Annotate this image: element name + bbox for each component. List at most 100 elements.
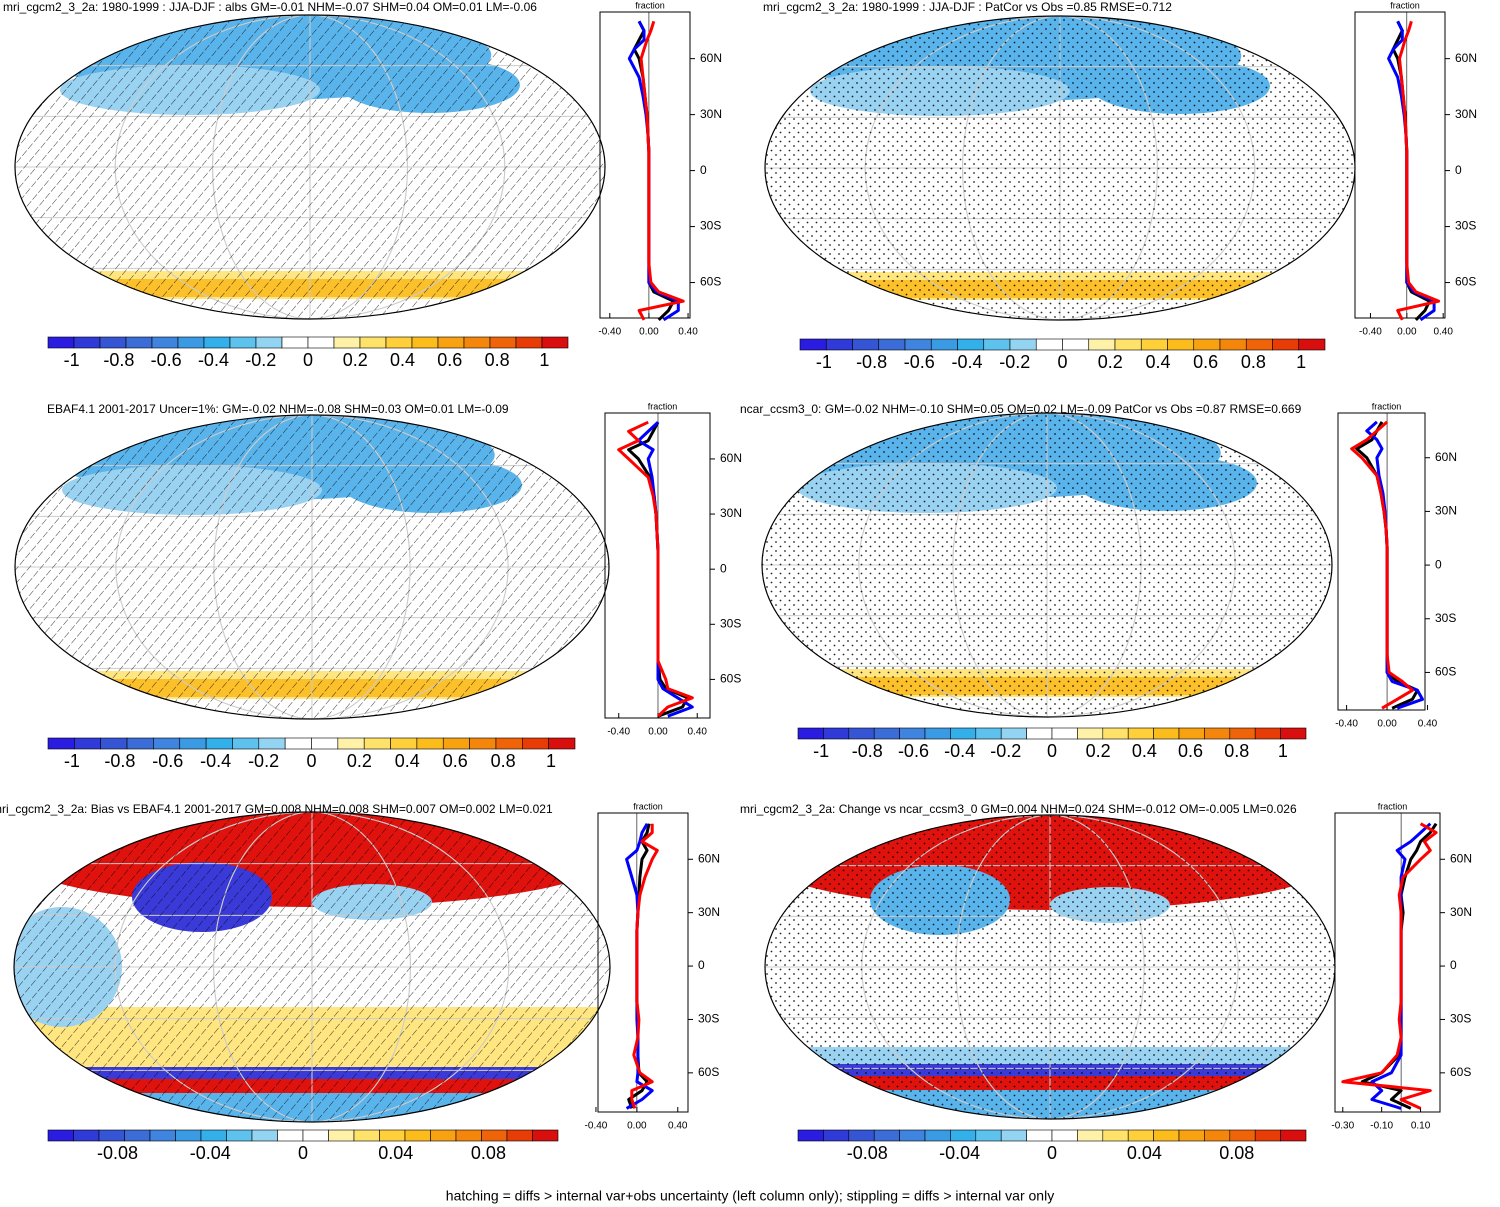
colorbar-box: [47, 336, 75, 349]
colorbar-box: [1153, 727, 1180, 740]
colorbar-box: [1178, 1129, 1205, 1142]
panel-title: mri_cgcm2_3_2a: 1980-1999 : JJA-DJF : al…: [3, 0, 537, 14]
y-tick-label: 30S: [1455, 219, 1476, 233]
significance-overlay: [14, 812, 610, 1122]
colorbar-label: 1: [1296, 352, 1306, 372]
colorbar-box: [277, 1129, 304, 1142]
x-tick-label: 0.40: [678, 327, 698, 338]
colorbar-box: [797, 1129, 824, 1142]
colorbar-box: [1193, 338, 1221, 351]
colorbar-label: -0.6: [898, 741, 929, 761]
map: [14, 812, 610, 1122]
colorbar-label: 0.6: [1193, 352, 1218, 372]
colorbar-label: 0.2: [343, 350, 368, 370]
colorbar-label: 0.4: [390, 350, 415, 370]
colorbar-label: 0.6: [437, 350, 462, 370]
colorbar-box: [337, 737, 365, 750]
colorbar-box: [333, 336, 361, 349]
profile-box: [1337, 412, 1426, 711]
colorbar-box: [930, 338, 958, 351]
colorbar-box: [74, 737, 101, 750]
panel-title: EBAF4.1 2001-2017 Uncer=1%: GM=-0.02 NHM…: [47, 402, 509, 416]
y-tick-label: 30S: [700, 219, 721, 233]
colorbar-label: 0.6: [1178, 741, 1203, 761]
x-tick-label: -0.10: [1370, 1121, 1393, 1132]
colorbar-box: [489, 336, 517, 349]
colorbar-box: [799, 338, 827, 351]
y-tick-label: 60N: [720, 451, 742, 465]
colorbar-box: [957, 338, 985, 351]
x-tick-label: 0.00: [648, 727, 668, 738]
colorbar-label: 1: [1278, 741, 1288, 761]
colorbar-box: [390, 737, 418, 750]
profile-line: [1360, 822, 1438, 1110]
colorbar-label: 0.4: [1145, 352, 1170, 372]
colorbar-box: [1077, 727, 1104, 740]
colorbar-label: 0.6: [443, 751, 468, 771]
colorbar-label: -0.8: [852, 741, 883, 761]
colorbar-label: 0.8: [485, 350, 510, 370]
colorbar-box: [1204, 727, 1231, 740]
colorbar-box: [924, 727, 951, 740]
footnote: hatching = diffs > internal var+obs unce…: [446, 1188, 1054, 1204]
colorbar-box: [873, 727, 900, 740]
colorbar-label: 0.04: [1127, 1143, 1162, 1163]
colorbar-box: [1280, 1129, 1307, 1142]
colorbar-box: [975, 727, 1002, 740]
colorbar-box: [125, 336, 153, 349]
colorbar-box: [1009, 338, 1037, 351]
colorbar-label: -0.04: [939, 1143, 980, 1163]
colorbar-label: -0.04: [190, 1143, 231, 1163]
colorbar-box: [1140, 338, 1168, 351]
colorbar-box: [98, 1129, 125, 1142]
y-tick-label: 30N: [1435, 504, 1457, 518]
y-tick-label: 30S: [1435, 611, 1456, 625]
colorbar-box: [258, 737, 286, 750]
colorbar-box: [950, 727, 977, 740]
y-tick-label: 30S: [1450, 1012, 1471, 1026]
colorbar-box: [100, 737, 128, 750]
y-tick-label: 60S: [698, 1065, 719, 1079]
colorbar-box: [924, 1129, 951, 1142]
colorbar-box: [532, 1129, 559, 1142]
profile-line: [1350, 420, 1414, 710]
colorbar-label: 0.2: [1098, 352, 1123, 372]
colorbar-box: [73, 1129, 100, 1142]
significance-overlay: [15, 15, 605, 319]
x-axis-label: fraction: [635, 0, 665, 10]
y-tick-label: 30N: [700, 107, 722, 121]
colorbar-box: [878, 338, 906, 351]
colorbar-box: [404, 1129, 431, 1142]
y-tick-label: 60S: [720, 672, 741, 686]
x-axis-label: fraction: [1378, 801, 1408, 811]
colorbar-box: [153, 737, 181, 750]
colorbar-box: [1272, 338, 1300, 351]
x-tick-label: -0.40: [607, 727, 630, 738]
colorbar-box: [311, 737, 339, 750]
colorbar-box: [873, 1129, 900, 1142]
colorbar-box: [541, 336, 569, 349]
profile-box: [599, 11, 691, 319]
colorbar-box: [899, 727, 926, 740]
colorbar-box: [1229, 727, 1256, 740]
x-tick-label: 0.40: [668, 1121, 688, 1132]
colorbar-box: [126, 737, 154, 750]
panel-title: mri_cgcm2_3_2a: Change vs ncar_ccsm3_0 G…: [740, 802, 1297, 816]
colorbar-box: [363, 737, 391, 750]
colorbar-label: -0.8: [103, 350, 134, 370]
profile-line: [1341, 822, 1438, 1110]
colorbar-label: 0.2: [347, 751, 372, 771]
profile-line: [637, 20, 685, 321]
x-tick-label: 0.00: [639, 327, 659, 338]
profile-line: [632, 20, 675, 321]
y-tick-label: 60N: [1435, 450, 1457, 464]
colorbar-label: -0.4: [952, 352, 983, 372]
map-border: [14, 414, 610, 720]
y-tick-label: 0: [1455, 163, 1462, 177]
colorbar-box: [797, 727, 824, 740]
colorbar-box: [904, 338, 932, 351]
x-tick-label: 0.00: [1397, 327, 1417, 338]
colorbar-box: [379, 1129, 406, 1142]
colorbar-box: [469, 737, 497, 750]
colorbar-box: [521, 737, 549, 750]
